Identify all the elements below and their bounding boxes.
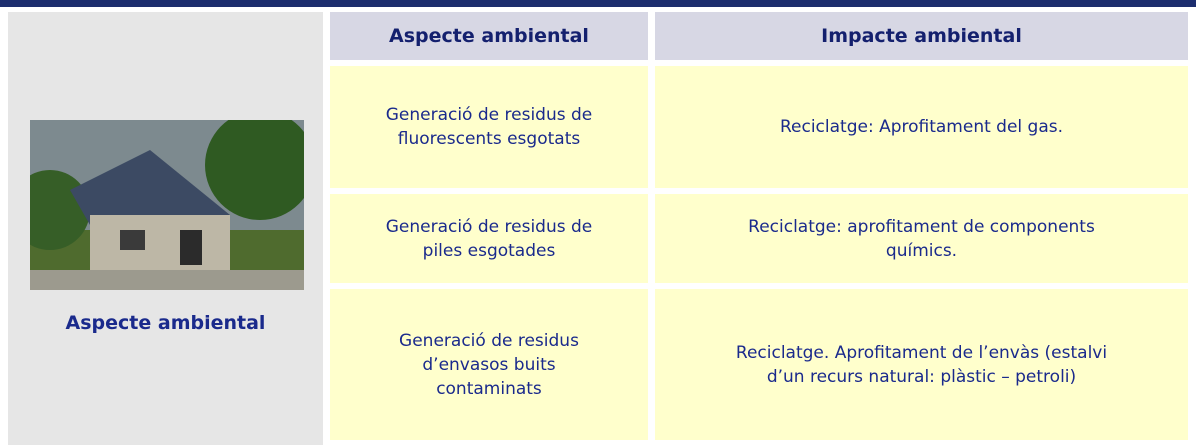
cell-line: fluorescents esgotats [397, 129, 581, 149]
header-cell: Impacte ambiental [655, 12, 1188, 60]
table-cell: Reciclatge. Aprofitament de l’envàs (est… [655, 289, 1188, 440]
table-cell: Generació de residus de piles esgotades [330, 194, 648, 283]
table-cell: Generació de residus de fluorescents esgo… [330, 66, 648, 188]
caption: Aspecte ambiental [65, 312, 266, 334]
cell-line: Generació de residus [399, 330, 579, 351]
house-photo [30, 120, 304, 290]
cell-line: Reciclatge. Aprofitament de l’envàs (est… [735, 342, 1108, 363]
left-panel: Aspecte ambiental [8, 12, 323, 445]
table-cell: Generació de residus d’envasos buits conta… [330, 289, 648, 440]
top-bar [0, 0, 1196, 7]
cell-line: d’un recurs natural: plàstic – petroli) [766, 366, 1077, 387]
cell-line: Generació de residus de [385, 105, 593, 125]
header-cell: Aspecte ambiental [330, 12, 648, 60]
cell-line: contaminats [436, 378, 542, 399]
cell-line: Generació de residus de [385, 216, 593, 237]
cell-line: químics. [885, 240, 958, 261]
cell-line: d’envasos buits [422, 354, 556, 375]
cell-line: Reciclatge: Aprofitament del gas. [779, 117, 1064, 137]
cell-line: piles esgotades [422, 240, 556, 261]
table-cell: Reciclatge: Aprofitament del gas. [655, 66, 1188, 188]
table-cell: Reciclatge: aprofitament de components qu… [655, 194, 1188, 283]
cell-line: Reciclatge: aprofitament de components [748, 216, 1095, 237]
